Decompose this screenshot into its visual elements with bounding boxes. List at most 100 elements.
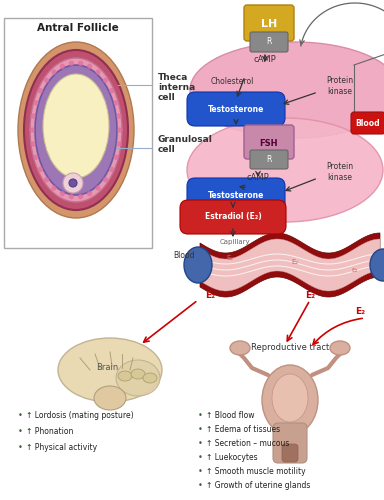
Text: •: • — [198, 424, 203, 434]
Ellipse shape — [103, 78, 108, 82]
FancyBboxPatch shape — [351, 112, 384, 134]
Text: ↑ Blood flow: ↑ Blood flow — [206, 410, 255, 420]
Ellipse shape — [131, 369, 145, 379]
Text: Reproductive tract: Reproductive tract — [251, 344, 329, 352]
Ellipse shape — [63, 173, 83, 193]
Ellipse shape — [34, 100, 38, 104]
FancyBboxPatch shape — [250, 150, 288, 169]
Ellipse shape — [103, 178, 108, 182]
Text: ↑ Physical activity: ↑ Physical activity — [26, 442, 97, 452]
Ellipse shape — [45, 178, 48, 182]
Text: E₂: E₂ — [352, 268, 358, 272]
Ellipse shape — [45, 78, 48, 82]
FancyBboxPatch shape — [180, 200, 286, 234]
Text: Granulosal: Granulosal — [158, 136, 213, 144]
Ellipse shape — [31, 114, 35, 118]
Text: ↑ Lordosis (mating posture): ↑ Lordosis (mating posture) — [26, 410, 134, 420]
Ellipse shape — [52, 70, 56, 74]
Text: Brain: Brain — [96, 364, 118, 372]
Ellipse shape — [18, 42, 134, 218]
Text: •: • — [18, 426, 23, 436]
FancyBboxPatch shape — [273, 423, 307, 463]
Ellipse shape — [184, 247, 212, 283]
Ellipse shape — [60, 192, 65, 196]
Text: •: • — [198, 452, 203, 462]
Ellipse shape — [109, 168, 114, 172]
Text: Capillary: Capillary — [220, 239, 251, 245]
Ellipse shape — [24, 50, 128, 210]
Ellipse shape — [70, 62, 73, 66]
Text: LH: LH — [261, 19, 277, 29]
Text: •: • — [198, 466, 203, 475]
Ellipse shape — [88, 192, 92, 196]
Ellipse shape — [58, 338, 162, 402]
Text: Testosterone: Testosterone — [208, 104, 264, 114]
FancyBboxPatch shape — [187, 178, 285, 212]
Text: E₂: E₂ — [291, 259, 299, 265]
Text: •: • — [18, 442, 23, 452]
Text: cAMP: cAMP — [247, 174, 269, 182]
Text: cAMP: cAMP — [253, 56, 276, 64]
Text: •: • — [198, 438, 203, 448]
Text: Blood: Blood — [356, 118, 380, 128]
Ellipse shape — [31, 142, 35, 146]
Polygon shape — [200, 239, 380, 291]
Ellipse shape — [109, 88, 114, 92]
Ellipse shape — [60, 64, 65, 68]
Text: FSH: FSH — [260, 138, 278, 147]
Text: •: • — [18, 410, 23, 420]
Ellipse shape — [30, 128, 34, 132]
Ellipse shape — [190, 42, 384, 138]
Text: ↑ Growth of uterine glands: ↑ Growth of uterine glands — [206, 480, 310, 490]
Text: Protein
kinase: Protein kinase — [326, 162, 354, 182]
Text: ↑ Smooth muscle motility: ↑ Smooth muscle motility — [206, 466, 306, 475]
FancyBboxPatch shape — [244, 5, 294, 41]
Ellipse shape — [116, 360, 160, 396]
Ellipse shape — [96, 186, 100, 190]
Ellipse shape — [30, 58, 122, 202]
Ellipse shape — [79, 194, 83, 198]
FancyBboxPatch shape — [250, 32, 288, 52]
Text: Theca: Theca — [158, 74, 189, 82]
Text: Blood: Blood — [174, 252, 195, 260]
Ellipse shape — [69, 179, 77, 187]
Ellipse shape — [118, 371, 132, 381]
Polygon shape — [200, 233, 380, 297]
Ellipse shape — [117, 114, 121, 118]
Ellipse shape — [117, 142, 121, 146]
Text: E₂: E₂ — [355, 308, 365, 316]
Ellipse shape — [96, 70, 100, 74]
Ellipse shape — [187, 118, 383, 222]
Ellipse shape — [34, 156, 38, 160]
Ellipse shape — [52, 186, 56, 190]
Ellipse shape — [88, 64, 92, 68]
Bar — [4, 18, 152, 248]
Text: E₂: E₂ — [227, 255, 233, 261]
Text: interna: interna — [158, 84, 195, 92]
Ellipse shape — [43, 74, 109, 178]
Text: ↑ Secretion – mucous: ↑ Secretion – mucous — [206, 438, 290, 448]
Text: ↑ Luekocytes: ↑ Luekocytes — [206, 452, 258, 462]
Ellipse shape — [330, 341, 350, 355]
Ellipse shape — [272, 374, 308, 422]
Ellipse shape — [114, 156, 118, 160]
Ellipse shape — [79, 62, 83, 66]
Ellipse shape — [38, 88, 42, 92]
Text: E₂: E₂ — [305, 290, 315, 300]
Ellipse shape — [143, 373, 157, 383]
Text: Testosterone: Testosterone — [208, 190, 264, 200]
FancyBboxPatch shape — [187, 92, 285, 126]
FancyBboxPatch shape — [244, 125, 294, 159]
Ellipse shape — [262, 365, 318, 435]
Text: R: R — [266, 38, 272, 46]
Text: Protein
kinase: Protein kinase — [326, 76, 354, 96]
Text: cell: cell — [158, 146, 176, 154]
Text: cell: cell — [158, 94, 176, 102]
FancyBboxPatch shape — [282, 444, 298, 462]
Ellipse shape — [94, 386, 126, 410]
Text: ↑ Edema of tissues: ↑ Edema of tissues — [206, 424, 280, 434]
Ellipse shape — [35, 65, 117, 195]
Ellipse shape — [38, 168, 42, 172]
Text: •: • — [198, 480, 203, 490]
Text: Cholesterol: Cholesterol — [210, 78, 254, 86]
